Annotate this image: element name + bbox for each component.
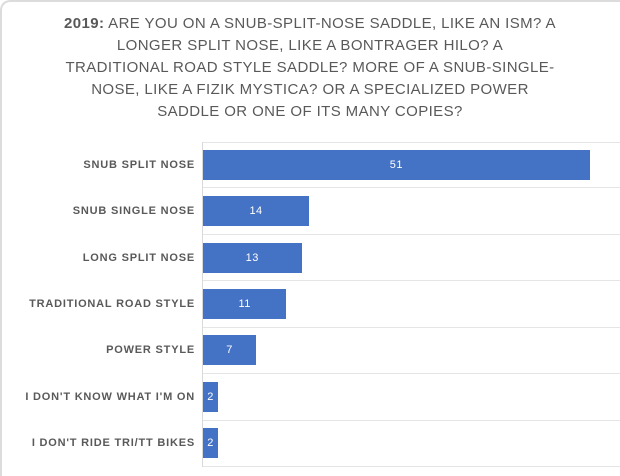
bar: 14: [203, 196, 310, 227]
bar: 11: [203, 288, 287, 319]
chart-row: POWER STYLE 7: [106, 328, 620, 375]
value-label: 2: [207, 390, 214, 403]
chart-row: LONG SPLIT NOSE 13: [83, 235, 620, 282]
category-label: SNUB SPLIT NOSE: [83, 159, 195, 172]
value-label: 14: [249, 205, 263, 218]
chart-row: I DON'T KNOW WHAT I'M ON 2: [25, 374, 620, 421]
bar: 2: [203, 428, 219, 459]
chart-title-question: ARE YOU ON A SNUB-SPLIT-NOSE SADDLE, LIK…: [65, 15, 556, 120]
category-label: I DON'T RIDE TRI/TT BIKES: [31, 437, 195, 450]
category-label: I DON'T KNOW WHAT I'M ON: [25, 390, 195, 403]
plot-area: SNUB SPLIT NOSE 51 SNUB SINGLE NOSE 14 LONG …: [25, 142, 620, 467]
value-label: 11: [238, 297, 251, 310]
value-label: 7: [226, 344, 233, 357]
chart-title: 2019: ARE YOU ON A SNUB-SPLIT-NOSE SADDL…: [64, 13, 556, 123]
category-label: TRADITIONAL ROAD STYLE: [29, 297, 195, 310]
bar: 7: [203, 335, 257, 366]
value-label: 51: [389, 159, 403, 172]
value-label: 2: [207, 437, 214, 450]
chart-row: TRADITIONAL ROAD STYLE 11: [29, 281, 620, 328]
bar: 13: [203, 242, 302, 273]
chart-row: SNUB SPLIT NOSE 51: [83, 142, 620, 189]
bar: 2: [203, 381, 219, 412]
chart-row: I DON'T RIDE TRI/TT BIKES 2: [32, 421, 620, 467]
category-label: POWER STYLE: [106, 344, 195, 357]
chart-title-year: 2019:: [64, 15, 105, 32]
chart-row: SNUB SINGLE NOSE 14: [73, 188, 620, 235]
category-label: SNUB SINGLE NOSE: [72, 205, 195, 218]
bar: 51: [203, 150, 590, 181]
category-label: LONG SPLIT NOSE: [82, 251, 195, 264]
value-label: 13: [245, 251, 259, 264]
